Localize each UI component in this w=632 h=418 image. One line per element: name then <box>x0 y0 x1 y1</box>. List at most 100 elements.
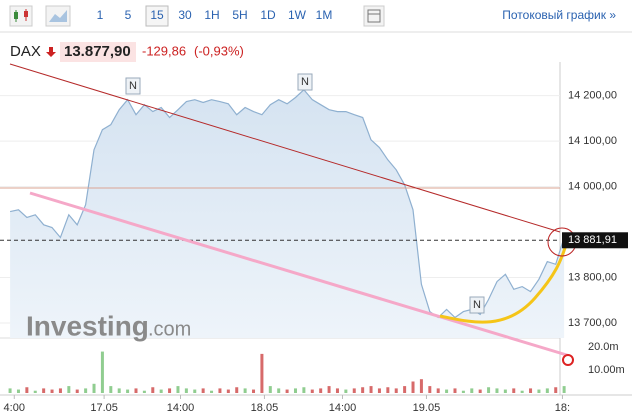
streaming-link[interactable]: Потоковый график » <box>502 8 616 22</box>
volume-bar <box>67 386 71 393</box>
volume-bar <box>293 388 297 393</box>
volume-bar <box>361 387 365 393</box>
volume-bar <box>84 388 88 393</box>
x-tick-label: 4:00 <box>4 402 25 414</box>
interval-button[interactable]: 1W <box>288 8 307 22</box>
y-tick-label: 14 100,00 <box>568 135 617 147</box>
drawing-handle[interactable] <box>562 354 574 366</box>
x-tick-label: 18: <box>555 402 570 414</box>
toolbar <box>0 0 632 32</box>
volume-bar <box>327 386 331 393</box>
volume-bar <box>176 386 180 393</box>
news-marker-label: N <box>301 76 309 88</box>
volume-bar <box>260 353 264 393</box>
y-tick-label: 13 800,00 <box>568 271 617 283</box>
x-tick-label: 17.05 <box>90 402 118 414</box>
volume-bar <box>50 389 54 393</box>
volume-bar <box>100 351 104 393</box>
y-tick-label: 14 000,00 <box>568 180 617 192</box>
volume-bar <box>210 390 214 393</box>
volume-bar <box>461 390 465 393</box>
volume-bar <box>159 389 163 393</box>
volume-bar <box>218 388 222 393</box>
volume-bar <box>109 386 113 393</box>
volume-bar <box>428 386 432 393</box>
interval-button[interactable]: 15 <box>150 8 164 22</box>
volume-bar <box>487 387 491 393</box>
volume-bar <box>134 388 138 393</box>
volume-bar <box>436 388 440 393</box>
volume-bar <box>252 389 256 393</box>
volume-bar <box>344 389 348 393</box>
volume-bar <box>193 389 197 393</box>
news-marker[interactable]: N <box>469 296 485 314</box>
news-marker[interactable]: N <box>125 77 141 95</box>
interval-button[interactable]: 1H <box>204 8 219 22</box>
volume-bar <box>529 388 533 393</box>
x-tick-label: 14:00 <box>329 402 357 414</box>
volume-bar <box>92 383 96 393</box>
interval-button[interactable]: 5H <box>232 8 247 22</box>
change: -129,86 <box>142 43 186 58</box>
trend-line-lower <box>29 191 571 358</box>
symbol: DAX <box>10 43 41 60</box>
price: 13.877,90 <box>64 43 131 60</box>
volume-bar <box>537 389 541 393</box>
area-icon[interactable] <box>45 5 71 27</box>
candles-icon[interactable] <box>9 5 33 27</box>
volume-bar <box>184 388 188 393</box>
down-arrow <box>46 47 56 57</box>
volume-bar <box>545 388 549 393</box>
watermark-brand: Investing <box>26 310 149 341</box>
interval-button[interactable]: 5 <box>125 8 132 22</box>
volume-bar <box>16 389 20 393</box>
last-price-box <box>562 232 628 249</box>
trend-line-upper <box>9 63 561 233</box>
volume-bar <box>58 388 62 393</box>
volume-bar <box>445 389 449 393</box>
volume-bar <box>503 389 507 393</box>
volume-bar <box>419 379 423 393</box>
interval-button[interactable]: 1M <box>316 8 333 22</box>
interval-button[interactable]: 1D <box>260 8 276 22</box>
volume-bar <box>453 388 457 393</box>
volume-bar <box>235 387 239 393</box>
volume-bar <box>243 388 247 393</box>
news-marker-label: N <box>129 80 137 92</box>
volume-tick-label: 10.00m <box>588 364 625 376</box>
y-tick-label: 14 200,00 <box>568 90 617 102</box>
volume-bar <box>201 388 205 393</box>
volume-bar <box>562 386 566 393</box>
interval-button[interactable]: 30 <box>178 8 192 22</box>
volume-bar <box>226 389 230 393</box>
volume-bar <box>42 388 46 393</box>
volume-bar <box>302 387 306 393</box>
volume-bar <box>335 388 339 393</box>
volume-bar <box>285 389 289 393</box>
settings-icon[interactable] <box>363 5 385 27</box>
volume-bar <box>151 387 155 393</box>
volume-bar <box>512 388 516 393</box>
price-area <box>10 89 565 338</box>
volume-bar <box>8 388 12 393</box>
y-tick-label: 13 700,00 <box>568 317 617 329</box>
volume-bar <box>495 388 499 393</box>
news-marker-label: N <box>473 299 481 311</box>
volume-bar <box>33 390 37 393</box>
volume-bar <box>369 386 373 393</box>
volume-bar <box>168 388 172 393</box>
volume-bar <box>352 388 356 393</box>
interval-button[interactable]: 1 <box>97 8 104 22</box>
volume-bar <box>117 388 121 393</box>
last-price-label: 13 881,91 <box>568 234 617 246</box>
news-marker[interactable]: N <box>297 73 313 91</box>
volume-bar <box>377 388 381 393</box>
volume-bar <box>142 390 146 393</box>
x-tick-label: 14:00 <box>167 402 195 414</box>
curve-drawing <box>439 235 572 324</box>
volume-bar <box>277 388 281 393</box>
volume-bar <box>268 386 272 393</box>
volume-bar <box>310 389 314 393</box>
